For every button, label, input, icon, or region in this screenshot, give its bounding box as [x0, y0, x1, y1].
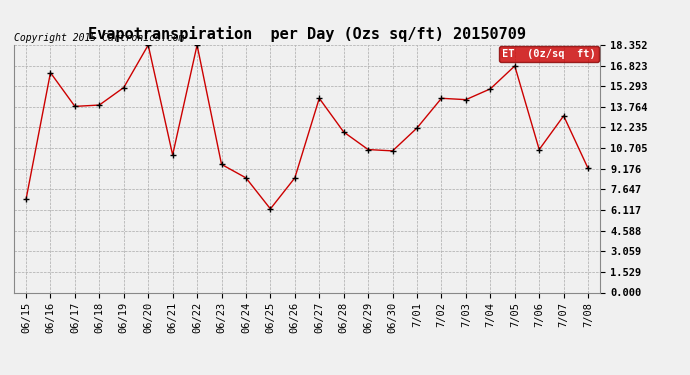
Title: Evapotranspiration  per Day (Ozs sq/ft) 20150709: Evapotranspiration per Day (Ozs sq/ft) 2… [88, 27, 526, 42]
Text: Copyright 2015 Cartronics.com: Copyright 2015 Cartronics.com [14, 33, 184, 42]
Legend: ET  (0z/sq  ft): ET (0z/sq ft) [500, 46, 599, 62]
